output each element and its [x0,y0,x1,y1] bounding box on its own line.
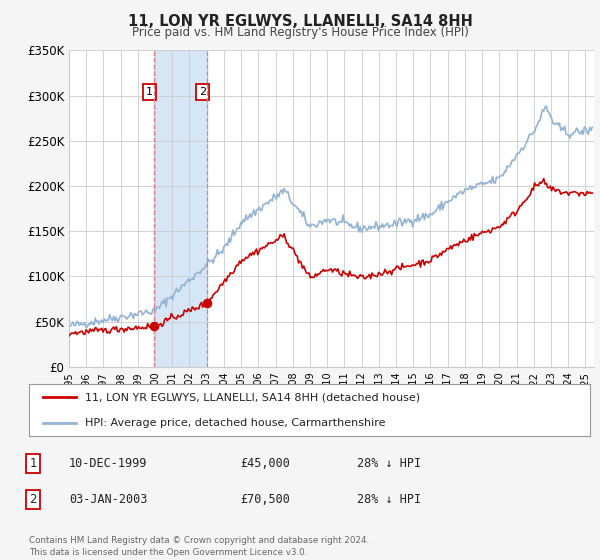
Point [149,321,159,330]
Text: 2: 2 [199,87,206,97]
Text: 2: 2 [29,493,37,506]
Text: 11, LON YR EGLWYS, LLANELLI, SA14 8HH (detached house): 11, LON YR EGLWYS, LLANELLI, SA14 8HH (d… [85,392,420,402]
Text: 28% ↓ HPI: 28% ↓ HPI [357,457,421,470]
Text: 1: 1 [29,457,37,470]
Text: 03-JAN-2003: 03-JAN-2003 [69,493,148,506]
Text: 10-DEC-1999: 10-DEC-1999 [69,457,148,470]
Text: 1: 1 [146,87,153,97]
Text: £70,500: £70,500 [240,493,290,506]
Text: 11, LON YR EGLWYS, LLANELLI, SA14 8HH: 11, LON YR EGLWYS, LLANELLI, SA14 8HH [128,14,472,29]
Point [202,298,212,307]
Text: Price paid vs. HM Land Registry's House Price Index (HPI): Price paid vs. HM Land Registry's House … [131,26,469,39]
Text: HPI: Average price, detached house, Carmarthenshire: HPI: Average price, detached house, Carm… [85,418,385,428]
Text: £45,000: £45,000 [240,457,290,470]
Bar [154,50,207,367]
Text: Contains HM Land Registry data © Crown copyright and database right 2024.
This d: Contains HM Land Registry data © Crown c… [29,536,369,557]
Text: 28% ↓ HPI: 28% ↓ HPI [357,493,421,506]
